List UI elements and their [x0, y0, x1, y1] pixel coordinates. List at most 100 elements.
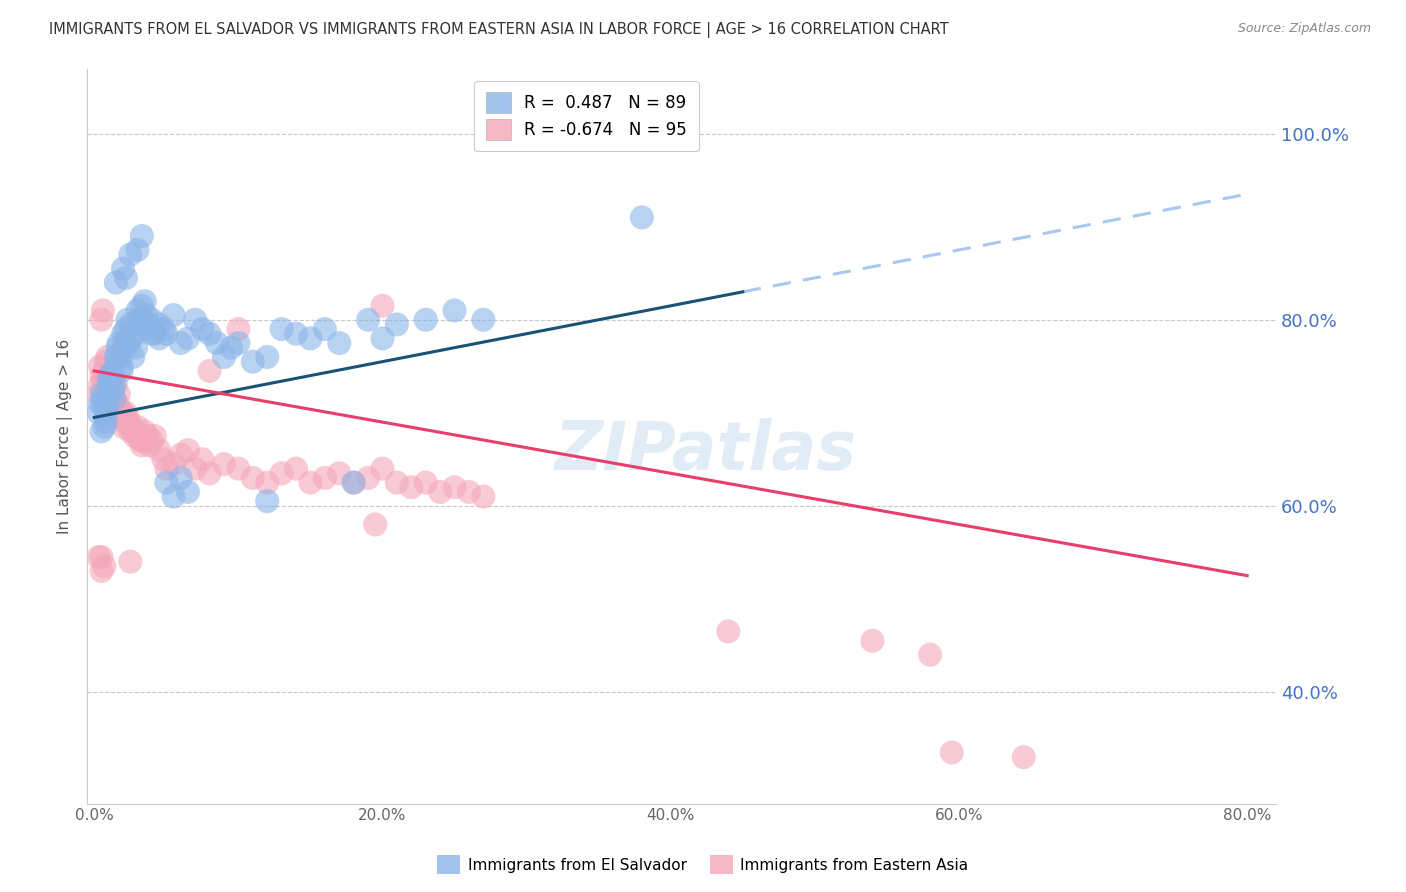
Point — [127, 243, 149, 257]
Point — [256, 350, 278, 364]
Point — [131, 438, 153, 452]
Point — [132, 434, 155, 448]
Point — [107, 336, 129, 351]
Point — [129, 318, 152, 332]
Point — [91, 392, 114, 406]
Point — [162, 308, 184, 322]
Point — [228, 322, 250, 336]
Point — [364, 517, 387, 532]
Point — [127, 303, 149, 318]
Point — [90, 425, 112, 439]
Point — [93, 559, 115, 574]
Point — [328, 336, 350, 351]
Point — [131, 229, 153, 244]
Text: ZIPatlas: ZIPatlas — [554, 417, 856, 483]
Point — [128, 429, 150, 443]
Point — [177, 331, 200, 345]
Point — [242, 471, 264, 485]
Point — [170, 336, 193, 351]
Point — [472, 312, 495, 326]
Point — [105, 396, 128, 410]
Point — [212, 350, 235, 364]
Point — [91, 373, 114, 387]
Point — [162, 457, 184, 471]
Point — [219, 341, 242, 355]
Point — [343, 475, 366, 490]
Point — [143, 429, 166, 443]
Point — [343, 475, 366, 490]
Point — [135, 308, 157, 322]
Point — [97, 377, 120, 392]
Point — [93, 364, 115, 378]
Point — [328, 467, 350, 481]
Point — [118, 336, 141, 351]
Point — [94, 377, 117, 392]
Point — [121, 331, 143, 345]
Point — [141, 326, 163, 341]
Point — [90, 549, 112, 564]
Point — [127, 419, 149, 434]
Point — [148, 331, 170, 345]
Point — [285, 326, 308, 341]
Point — [170, 471, 193, 485]
Point — [90, 387, 112, 401]
Point — [631, 211, 654, 225]
Point — [184, 461, 207, 475]
Point — [101, 387, 124, 401]
Point — [100, 368, 122, 383]
Point — [114, 343, 136, 357]
Point — [93, 387, 115, 401]
Point — [152, 322, 174, 336]
Point — [155, 326, 177, 341]
Point — [134, 294, 156, 309]
Point — [97, 392, 120, 406]
Point — [97, 387, 120, 401]
Y-axis label: In Labor Force | Age > 16: In Labor Force | Age > 16 — [58, 338, 73, 533]
Point — [242, 354, 264, 368]
Point — [111, 410, 134, 425]
Point — [107, 387, 129, 401]
Point — [115, 406, 138, 420]
Point — [111, 359, 134, 374]
Text: IMMIGRANTS FROM EL SALVADOR VS IMMIGRANTS FROM EASTERN ASIA IN LABOR FORCE | AGE: IMMIGRANTS FROM EL SALVADOR VS IMMIGRANT… — [49, 22, 949, 38]
Point — [105, 350, 128, 364]
Point — [103, 392, 125, 406]
Point — [120, 425, 142, 439]
Point — [87, 549, 110, 564]
Point — [472, 490, 495, 504]
Point — [299, 475, 322, 490]
Point — [122, 425, 145, 439]
Point — [371, 331, 394, 345]
Point — [101, 364, 124, 378]
Point — [429, 484, 451, 499]
Point — [299, 331, 322, 345]
Point — [96, 350, 118, 364]
Point — [87, 406, 110, 420]
Point — [148, 318, 170, 332]
Point — [114, 336, 136, 351]
Point — [228, 461, 250, 475]
Point — [141, 434, 163, 448]
Point — [104, 350, 127, 364]
Point — [143, 326, 166, 341]
Point — [120, 247, 142, 261]
Point — [134, 425, 156, 439]
Point — [93, 401, 115, 416]
Point — [89, 359, 111, 374]
Text: Source: ZipAtlas.com: Source: ZipAtlas.com — [1237, 22, 1371, 36]
Point — [122, 350, 145, 364]
Point — [443, 480, 465, 494]
Point — [135, 434, 157, 448]
Point — [443, 303, 465, 318]
Point — [152, 452, 174, 467]
Point — [191, 452, 214, 467]
Point — [138, 438, 160, 452]
Legend: Immigrants from El Salvador, Immigrants from Eastern Asia: Immigrants from El Salvador, Immigrants … — [432, 849, 974, 880]
Point — [415, 312, 437, 326]
Point — [401, 480, 423, 494]
Point — [136, 322, 159, 336]
Point — [112, 406, 135, 420]
Point — [89, 396, 111, 410]
Point — [941, 746, 963, 760]
Point — [125, 341, 148, 355]
